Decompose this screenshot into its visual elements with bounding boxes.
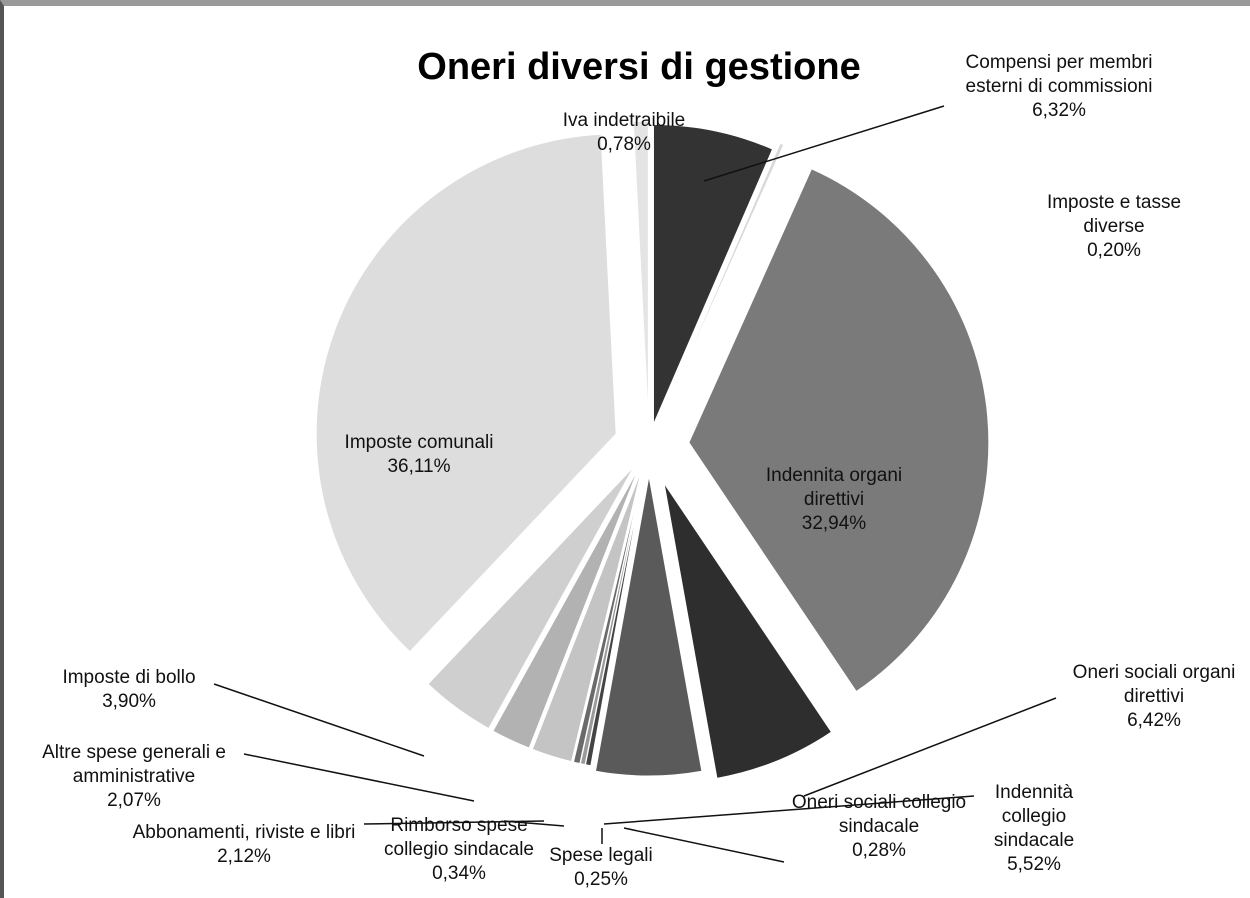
leader-lines [213, 105, 1057, 863]
data-label: Spese legali 0,25% [536, 844, 666, 892]
pie-slice [427, 465, 635, 730]
label-name: Oneri sociali organi direttivi [1072, 662, 1236, 707]
label-value: 2,12% [217, 846, 271, 867]
label-name: Rimborso spese collegio sindacale [384, 815, 534, 860]
data-label: Compensi per membri esterni di commissio… [939, 51, 1179, 123]
label-name: Imposte e tasse diverse [1046, 192, 1182, 237]
data-label: Abbonamenti, riviste e libri 2,12% [124, 821, 364, 869]
label-value: 3,90% [102, 691, 156, 712]
data-label: Rimborso spese collegio sindacale 0,34% [369, 814, 549, 886]
data-label: Imposte comunali 36,11% [319, 431, 519, 479]
pie-slice [652, 123, 774, 425]
data-label: Imposte di bollo 3,90% [29, 666, 229, 714]
data-label: Indennita organi direttivi 32,94% [749, 464, 919, 536]
data-label: Oneri sociali collegio sindacale 0,28% [789, 791, 969, 863]
data-label: Iva indetraibile 0,78% [524, 109, 724, 157]
pie-slice [688, 168, 990, 693]
label-value: 6,32% [1032, 100, 1086, 121]
pie-slice [584, 470, 645, 767]
pie-slice [663, 482, 833, 779]
label-value: 0,20% [1087, 240, 1141, 261]
label-name: Indennita organi direttivi [765, 465, 903, 510]
label-name: Compensi per membri esterni di commissio… [965, 52, 1153, 97]
label-value: 0,78% [597, 134, 651, 155]
pie-slice [660, 142, 785, 419]
label-name: Imposte comunali [344, 432, 494, 453]
label-value: 6,42% [1127, 710, 1181, 731]
label-name: Iva indetraibile [562, 110, 686, 131]
label-value: 36,11% [387, 456, 451, 477]
data-label: Oneri sociali organi direttivi 6,42% [1054, 661, 1250, 733]
label-name: Imposte di bollo [62, 667, 196, 688]
data-label: Indennità collegio sindacale 5,52% [974, 781, 1094, 877]
label-name: Oneri sociali collegio sindacale [791, 792, 967, 837]
chart-title: Oneri diversi di gestione [417, 46, 861, 88]
data-label: Imposte e tasse diverse 0,20% [1014, 191, 1214, 263]
data-label: Altre spese generali e amministrative 2,0… [9, 741, 259, 813]
pie-slice [315, 133, 617, 653]
pie-area [213, 105, 1057, 863]
label-value: 32,94% [801, 513, 867, 534]
label-name: Altre spese generali e amministrative [42, 742, 226, 787]
pie-slice [632, 120, 649, 422]
label-value: 0,34% [432, 863, 486, 884]
pie-slice [531, 469, 643, 763]
label-value: 5,52% [1007, 854, 1061, 875]
label-value: 2,07% [107, 790, 161, 811]
label-value: 0,25% [574, 869, 628, 890]
pie-slice [492, 468, 639, 749]
label-name: Indennità collegio sindacale [993, 782, 1075, 851]
pie-slice [594, 475, 703, 777]
label-name: Abbonamenti, riviste e libri [132, 822, 356, 843]
label-value: 0,28% [852, 840, 906, 861]
label-name: Spese legali [549, 845, 653, 866]
